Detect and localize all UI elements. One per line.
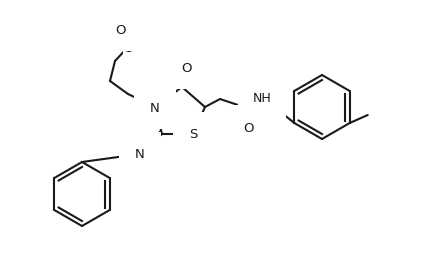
Text: NH: NH bbox=[253, 91, 271, 104]
Text: NH: NH bbox=[253, 91, 271, 104]
Text: N: N bbox=[135, 148, 145, 161]
Text: O: O bbox=[183, 58, 193, 71]
Text: N: N bbox=[150, 101, 160, 114]
Text: S: S bbox=[189, 128, 197, 141]
Text: O: O bbox=[181, 61, 191, 74]
Text: S: S bbox=[189, 128, 197, 141]
Text: O: O bbox=[115, 23, 125, 36]
Text: N: N bbox=[135, 148, 145, 161]
Text: O: O bbox=[243, 121, 253, 134]
Text: O: O bbox=[123, 41, 133, 54]
Text: OMe: OMe bbox=[107, 23, 133, 36]
Text: O: O bbox=[181, 61, 191, 74]
Text: O: O bbox=[243, 121, 253, 134]
Text: N: N bbox=[150, 101, 160, 114]
